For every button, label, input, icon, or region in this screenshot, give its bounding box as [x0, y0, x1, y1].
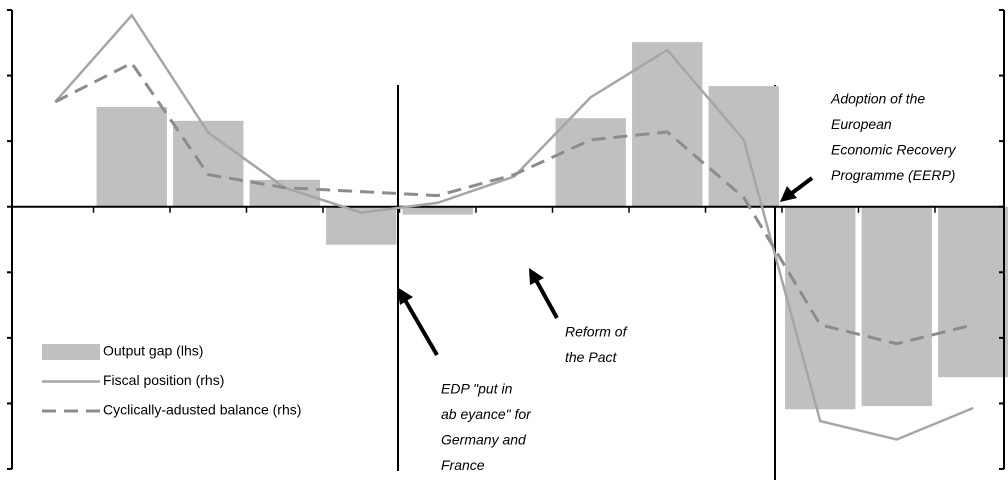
annotation: EDP "put in	[441, 381, 513, 397]
bar	[402, 206, 473, 215]
arrow	[534, 279, 559, 319]
arrow-head	[529, 268, 544, 285]
bar	[708, 86, 779, 207]
arrow	[790, 176, 814, 195]
bar	[173, 120, 244, 207]
legend-label: Output gap (lhs)	[103, 343, 203, 359]
legend-swatch	[42, 344, 100, 360]
annotation: Germany and	[441, 432, 527, 448]
arrow-head	[397, 287, 413, 305]
series-line	[54, 13, 974, 441]
annotation: France	[441, 457, 485, 473]
legend-label: Cyclically-adusted balance (rhs)	[103, 402, 301, 418]
annotation: Adoption of the	[830, 91, 925, 107]
annotation: the Pact	[565, 349, 617, 365]
bar	[96, 107, 167, 207]
annotation: Reform of	[565, 324, 629, 340]
bar	[555, 118, 626, 207]
arrow	[403, 298, 439, 357]
bar	[861, 206, 932, 407]
bar	[632, 42, 703, 207]
bar	[938, 206, 1008, 378]
arrows	[397, 176, 814, 357]
arrow-head	[780, 186, 797, 202]
legend-label: Fiscal position (rhs)	[103, 372, 224, 388]
annotation: Economic Recovery	[831, 142, 956, 158]
annotation: Programme (EERP)	[831, 167, 955, 183]
bar	[785, 206, 856, 410]
annotation: European	[831, 116, 892, 132]
annotation: ab eyance" for	[441, 406, 532, 422]
series-line	[54, 61, 974, 346]
